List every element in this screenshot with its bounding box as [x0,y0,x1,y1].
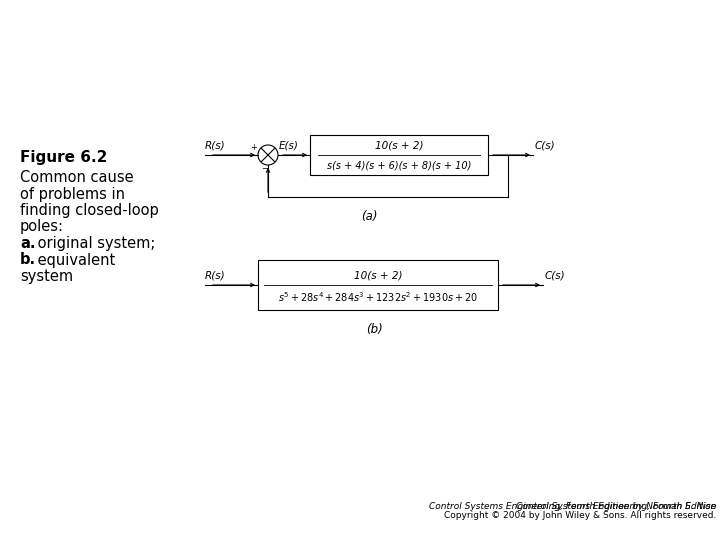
Text: 10(s + 2): 10(s + 2) [374,141,423,151]
Text: equivalent: equivalent [32,253,115,267]
Text: of problems in: of problems in [20,186,125,201]
Bar [310,135,488,175]
Text: +: + [250,143,257,152]
Text: a.: a. [20,236,35,251]
Text: Control Systems Engineering, Fourth Edition: Control Systems Engineering, Fourth Edit… [516,502,716,511]
Text: system: system [20,269,73,284]
Text: −: − [261,164,269,173]
Text: 10(s + 2): 10(s + 2) [354,270,402,280]
Text: Copyright © 2004 by John Wiley & Sons. All rights reserved.: Copyright © 2004 by John Wiley & Sons. A… [444,511,716,520]
Text: R(s): R(s) [205,141,225,151]
Text: b.: b. [20,253,36,267]
Text: (b): (b) [366,323,382,336]
Text: R(s): R(s) [205,271,225,281]
Text: C(s): C(s) [535,141,556,151]
Text: C(s): C(s) [545,271,566,281]
Text: Figure 6.2: Figure 6.2 [20,150,107,165]
Bar [258,260,498,310]
Text: original system;: original system; [32,236,155,251]
Text: E(s): E(s) [279,141,299,151]
Text: s(s + 4)(s + 6)(s + 8)(s + 10): s(s + 4)(s + 6)(s + 8)(s + 10) [327,160,471,170]
Text: $s^5 + 28s^4 + 284s^3 + 1232s^2 + 1930s + 20$: $s^5 + 28s^4 + 284s^3 + 1232s^2 + 1930s … [278,290,478,304]
Text: (a): (a) [361,210,377,223]
Text: poles:: poles: [20,219,64,234]
Text: Common cause: Common cause [20,170,134,185]
Text: Control Systems Engineering, Fourth Edition by Norman S. Nise: Control Systems Engineering, Fourth Edit… [429,502,716,511]
Text: finding closed-loop: finding closed-loop [20,203,158,218]
